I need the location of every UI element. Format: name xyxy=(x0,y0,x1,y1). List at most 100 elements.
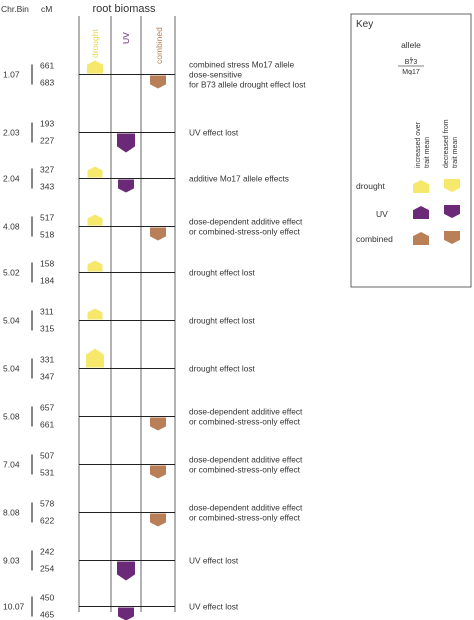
qtl-row: 1.07 661 683 combined stress Mo17 alleledos… xyxy=(3,60,306,90)
cm-top: 327 xyxy=(40,165,54,175)
key-drought-decrease-marker xyxy=(444,179,460,192)
row-description: dose-dependent additive effect xyxy=(189,217,303,227)
qtl-row: 2.04 327 343 additive Mo17 allele effects xyxy=(3,165,289,193)
cm-top: 578 xyxy=(40,499,54,509)
qtl-row: 5.04 311 315 drought effect lost xyxy=(3,307,255,334)
key-decreased-label: decreased from trait mean xyxy=(443,117,459,168)
key-title: Key xyxy=(356,19,373,30)
chr-bin: 5.04 xyxy=(3,316,20,326)
cm-top: 311 xyxy=(40,307,54,317)
drought-increase-marker xyxy=(87,214,103,226)
row-description: dose-sensitive xyxy=(189,70,242,80)
key-drought-increase-marker xyxy=(413,180,429,193)
key-allele-mo17: Mo17 xyxy=(402,69,420,76)
row-description: or combined-stress-only effect xyxy=(189,513,301,523)
key-item-combined: combined xyxy=(356,234,393,244)
row-description: or combined-stress-only effect xyxy=(189,465,301,475)
key-panel: Key allele B73 Mo17 increased over trait… xyxy=(350,13,472,288)
qtl-row: 5.04 331 347 drought effect lost xyxy=(3,348,255,382)
chr-bin: 8.08 xyxy=(3,508,20,518)
row-description: dose-dependent additive effect xyxy=(189,455,303,465)
chr-bin-header: Chr.Bin xyxy=(1,4,29,14)
row-description: drought effect lost xyxy=(189,268,255,278)
row-description: for B73 allele drought effect lost xyxy=(189,80,306,90)
key-uv-decrease-marker xyxy=(444,205,460,218)
column-label-uv: UV xyxy=(121,32,131,44)
cm-bottom: 184 xyxy=(40,276,54,286)
cm-bottom: 347 xyxy=(40,372,54,382)
cm-bottom: 315 xyxy=(40,324,54,334)
chr-bin: 1.07 xyxy=(3,70,20,80)
chr-bin: 7.04 xyxy=(3,460,20,470)
qtl-row: 8.08 578 622 dose-dependent additive effect… xyxy=(3,499,303,527)
key-decreased-line-1: decreased from xyxy=(443,119,450,168)
drought-increase-marker xyxy=(87,308,103,320)
cm-top: 517 xyxy=(40,213,54,223)
cm-top: 507 xyxy=(40,451,54,461)
cm-bottom: 661 xyxy=(40,420,54,430)
cm-bottom: 465 xyxy=(40,610,54,620)
chr-bin: 4.08 xyxy=(3,222,20,232)
key-combined-increase-marker xyxy=(413,232,429,245)
qtl-row: 4.08 517 518 dose-dependent additive effect… xyxy=(3,213,303,241)
cm-bottom: 531 xyxy=(40,468,54,478)
drought-increase-marker xyxy=(87,260,103,272)
chr-bin: 9.03 xyxy=(3,556,20,566)
cm-bottom: 227 xyxy=(40,136,54,146)
cm-top: 661 xyxy=(40,61,54,71)
uv-decrease-marker xyxy=(118,179,134,193)
key-allele-b73: B73 xyxy=(405,59,418,66)
cm-top: 242 xyxy=(40,547,54,557)
qtl-row: 10.07 450 465 UV effect lost xyxy=(3,593,239,620)
cm-bottom: 683 xyxy=(40,78,54,88)
key-decreased-line-2: trait mean xyxy=(452,137,459,168)
key-item-uv: UV xyxy=(376,209,388,219)
key-shapes xyxy=(413,179,460,245)
row-description: dose-dependent additive effect xyxy=(189,503,303,513)
qtl-row: 5.02 158 184 drought effect lost xyxy=(3,259,255,286)
row-description: drought effect lost xyxy=(189,316,255,326)
cm-top: 450 xyxy=(40,593,54,603)
key-combined-decrease-marker xyxy=(444,231,460,244)
key-increased-line-1: increased over xyxy=(415,121,422,168)
drought-increase-marker xyxy=(86,348,104,368)
combined-decrease-marker xyxy=(150,465,166,479)
column-label-combined: combined xyxy=(154,27,164,64)
combined-decrease-marker xyxy=(150,227,166,241)
row-description: or combined-stress-only effect xyxy=(189,227,301,237)
key-uv-increase-marker xyxy=(413,206,429,219)
qtl-row: 7.04 507 531 dose-dependent additive effect… xyxy=(3,451,303,479)
row-description: or combined-stress-only effect xyxy=(189,417,301,427)
column-label-drought: drought xyxy=(90,29,100,58)
cm-bottom: 254 xyxy=(40,564,54,574)
chr-bin: 2.03 xyxy=(3,128,20,138)
key-item-drought: drought xyxy=(356,181,385,191)
row-description: UV effect lost xyxy=(189,128,239,138)
row-description: dose-dependent additive effect xyxy=(189,407,303,417)
key-increased-label: increased over trait mean xyxy=(415,120,431,168)
qtl-row: 2.03 193 227 UV effect lost xyxy=(3,119,239,153)
uv-decrease-marker xyxy=(117,133,135,153)
cm-top: 158 xyxy=(40,259,54,269)
row-description: UV effect lost xyxy=(189,556,239,566)
drought-increase-marker xyxy=(87,60,103,74)
cm-top: 331 xyxy=(40,355,54,365)
drought-increase-marker xyxy=(87,166,103,178)
chr-bin: 5.08 xyxy=(3,412,20,422)
cm-bottom: 518 xyxy=(40,230,54,240)
uv-decrease-marker xyxy=(118,607,134,620)
row-description: additive Mo17 allele effects xyxy=(189,174,289,184)
qtl-row: 9.03 242 254 UV effect lost xyxy=(3,547,239,581)
chr-bin: 5.04 xyxy=(3,364,20,374)
plot-title: root biomass xyxy=(93,3,156,15)
chr-bin: 5.02 xyxy=(3,268,20,278)
cm-bottom: 622 xyxy=(40,516,54,526)
cm-header: cM xyxy=(41,4,52,14)
combined-decrease-marker xyxy=(150,75,166,89)
row-description: UV effect lost xyxy=(189,602,239,612)
uv-decrease-marker xyxy=(117,561,135,581)
chr-bin: 10.07 xyxy=(3,602,25,612)
key-allele-label: allele xyxy=(401,40,421,50)
